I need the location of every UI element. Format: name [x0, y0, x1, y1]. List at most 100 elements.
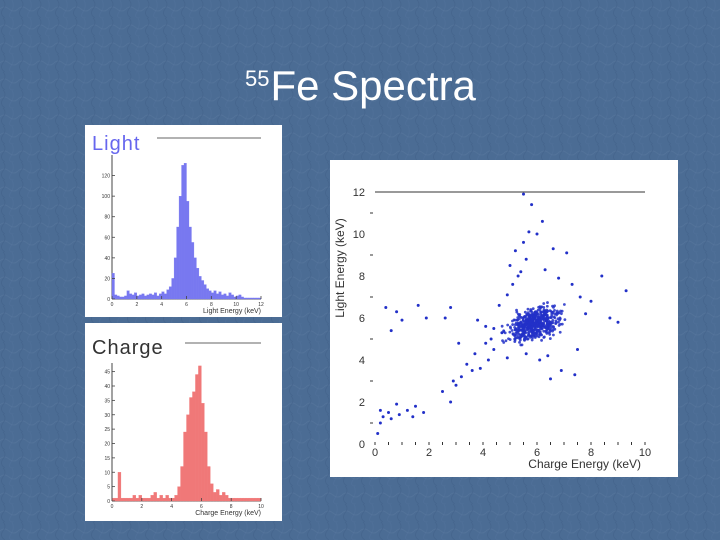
chart0-bar	[116, 295, 120, 300]
chart0-bar	[213, 290, 217, 300]
scatter-cluster-point	[511, 323, 515, 326]
chart1-bar	[257, 497, 262, 502]
chart1-bar	[234, 497, 238, 502]
scatter-cluster-point	[538, 320, 541, 324]
chart0-y-tick-label: 60	[104, 235, 110, 241]
chart1-x-tick-label: 4	[170, 504, 173, 510]
chart0-bar	[218, 291, 222, 300]
chart0-bar	[198, 276, 202, 300]
scatter-cluster-point	[562, 303, 566, 306]
chart0-bar	[131, 294, 135, 300]
scatter-point	[522, 192, 525, 196]
scatter-cluster-point	[558, 330, 562, 334]
chart0-x-tick-label: 12	[258, 302, 264, 308]
scatter-point	[497, 303, 501, 307]
chart1-bar	[138, 495, 142, 502]
chart0-bar	[188, 226, 192, 300]
chart0-bar	[238, 294, 242, 300]
scatter-cluster-point	[520, 324, 524, 327]
scatter-point	[549, 377, 552, 381]
chart1-bar	[144, 497, 148, 502]
scatter-cluster-point	[542, 302, 546, 305]
scatter-point	[576, 348, 579, 351]
chart0-bar	[183, 163, 187, 300]
chart0-bar	[156, 295, 160, 300]
scatter-point	[478, 366, 482, 370]
chart1-bar	[174, 495, 178, 502]
scatter-cluster-point	[508, 338, 512, 341]
chart0-bar	[228, 292, 232, 300]
chart1-bar	[216, 489, 220, 502]
scatter-y-tick-label: 4	[359, 355, 365, 367]
scatter-cluster-point	[530, 318, 534, 322]
scatter-point	[624, 289, 628, 293]
charge-panel-label: Charge	[92, 337, 164, 359]
chart0-bar	[255, 297, 259, 300]
scatter-point	[570, 282, 574, 286]
chart1-bar	[239, 497, 244, 502]
chart1-bar	[213, 492, 217, 502]
chart0-bar	[149, 293, 152, 300]
chart1-y-tick-label: 35	[104, 398, 110, 404]
charge-histogram-panel: 0 5 10 15 20 25 30 35 40 45 0 2 4 6 8 10 Charge Energy (…	[85, 323, 282, 521]
scatter-cluster-point	[548, 337, 552, 340]
chart0-x-tick-label: 4	[160, 302, 163, 308]
scatter-point	[527, 230, 531, 234]
scatter-point	[546, 354, 550, 358]
scatter-point	[411, 415, 415, 419]
scatter-cluster-point	[542, 316, 545, 320]
chart0-bar	[250, 297, 254, 300]
chart1-y-tick-label: 10	[104, 470, 110, 476]
chart1-x-tick-label: 10	[258, 504, 264, 510]
scatter-cluster-point	[522, 320, 526, 324]
chart0-bar	[193, 257, 197, 300]
chart0-bar	[248, 297, 252, 300]
chart0-bar	[114, 294, 118, 300]
scatter-cluster-point	[524, 322, 528, 326]
scatter-cluster-point	[504, 339, 508, 343]
chart0-y-tick-label: 20	[104, 276, 110, 282]
scatter-point	[492, 327, 496, 330]
chart1-bar	[222, 492, 226, 502]
scatter-cluster-point	[545, 316, 549, 320]
scatter-cluster-point	[552, 315, 556, 319]
scatter-cluster-point	[535, 318, 538, 322]
chart0-bar	[141, 293, 145, 300]
scatter-y-tick-label: 12	[353, 187, 365, 199]
scatter-cluster-point	[557, 320, 560, 324]
scatter-cluster-point	[518, 338, 522, 342]
scatter-cluster-point	[534, 331, 538, 335]
chart1-x-tick-label: 6	[200, 504, 203, 510]
chart1-y-tick-label: 25	[104, 427, 110, 433]
chart1-bar	[210, 483, 214, 502]
chart0-x-tick-label: 6	[185, 302, 188, 308]
scatter-cluster-point	[537, 324, 541, 328]
scatter-point	[381, 415, 385, 419]
chart0-bar	[129, 293, 133, 300]
chart0-bar	[245, 297, 249, 300]
scatter-x-tick-label: 0	[372, 447, 378, 459]
scatter-cluster-point	[532, 328, 536, 332]
scatter-x-tick-label: 4	[480, 447, 486, 459]
chart1-y-tick-label: 0	[107, 499, 110, 505]
scatter-cluster-point	[549, 326, 553, 330]
scatter-x-axis-label: Charge Energy (keV)	[528, 457, 641, 471]
chart0-bar	[146, 294, 150, 300]
scatter-cluster-point	[538, 332, 542, 336]
chart0-bar	[243, 297, 247, 300]
scatter-cluster-point	[532, 314, 536, 318]
scatter-cluster-point	[502, 341, 506, 344]
scatter-point	[565, 251, 569, 255]
scatter-plot-panel: 0 2 4 6 8 10 12 0 2 4 6 8 10 Charge Energy (keV) Light…	[330, 160, 678, 477]
scatter-cluster-point	[533, 321, 537, 325]
chart1-bar	[225, 495, 229, 502]
chart1-bar	[165, 495, 169, 502]
chart0-bar	[203, 284, 207, 300]
scatter-cluster-point	[500, 324, 504, 328]
scatter-cluster-point	[518, 315, 522, 319]
scatter-cluster-point	[552, 305, 555, 309]
chart0-bar	[119, 296, 123, 300]
chart1-bar	[159, 495, 163, 502]
scatter-y-tick-label: 10	[353, 229, 365, 241]
scatter-point	[584, 312, 588, 316]
